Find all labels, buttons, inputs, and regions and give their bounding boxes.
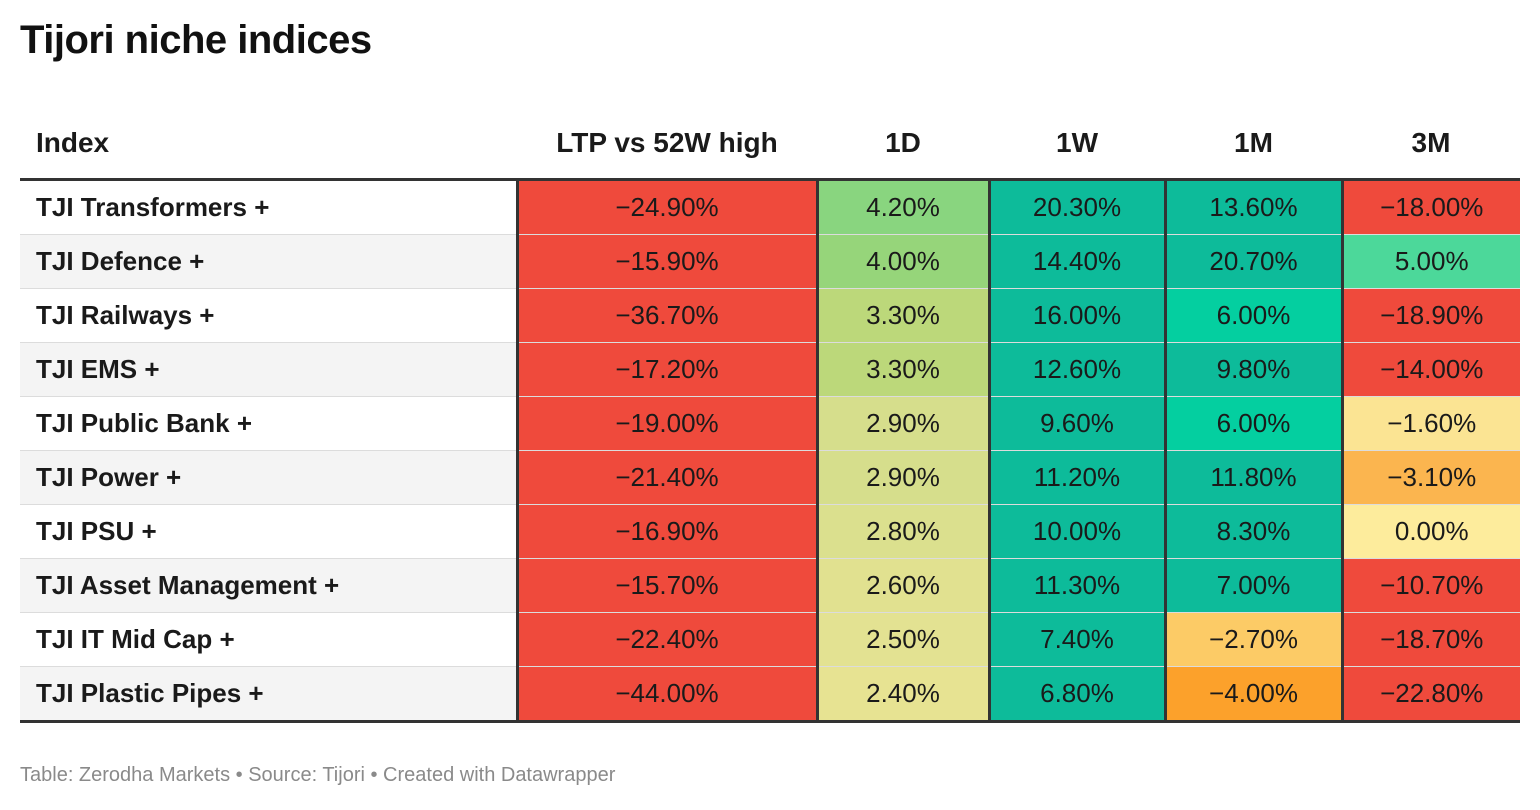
value-cell-1m: −2.70% xyxy=(1163,612,1342,667)
value-cell-1d: 4.20% xyxy=(815,179,989,235)
value-cell-1m: 13.60% xyxy=(1163,179,1342,235)
index-name-cell: TJI EMS + xyxy=(20,342,517,397)
value-cell-ltp-vs-52w-high: −16.90% xyxy=(515,504,817,559)
chart-title: Tijori niche indices xyxy=(20,18,372,62)
table-row: TJI IT Mid Cap + −22.40% 2.50% 7.40% −2.70% −… xyxy=(20,612,1520,667)
column-header-ltp-vs-52w-high[interactable]: LTP vs 52W high xyxy=(517,108,817,181)
column-header-3m[interactable]: 3M xyxy=(1342,108,1520,181)
value-cell-ltp-vs-52w-high: −24.90% xyxy=(515,179,817,235)
value-cell-3m: −3.10% xyxy=(1340,450,1520,505)
value-cell-1d: 2.60% xyxy=(815,558,989,613)
table-row: TJI EMS + −17.20% 3.30% 12.60% 9.80% −14.00% xyxy=(20,342,1520,397)
table-row: TJI PSU + −16.90% 2.80% 10.00% 8.30% 0.00% xyxy=(20,504,1520,559)
value-cell-1w: 20.30% xyxy=(987,179,1165,235)
value-cell-1d: 2.80% xyxy=(815,504,989,559)
table-row: TJI Defence + −15.90% 4.00% 14.40% 20.70% 5.0… xyxy=(20,234,1520,289)
index-name-cell: TJI Public Bank + xyxy=(20,396,517,451)
table-body: TJI Transformers + −24.90% 4.20% 20.30% 13.6… xyxy=(20,179,1520,723)
index-name-cell: TJI Asset Management + xyxy=(20,558,517,613)
table-row: TJI Asset Management + −15.70% 2.60% 11.30%… xyxy=(20,558,1520,613)
value-cell-1w: 10.00% xyxy=(987,504,1165,559)
value-cell-1w: 14.40% xyxy=(987,234,1165,289)
value-cell-3m: −14.00% xyxy=(1340,342,1520,397)
value-cell-ltp-vs-52w-high: −17.20% xyxy=(515,342,817,397)
column-header-1w[interactable]: 1W xyxy=(989,108,1165,181)
value-cell-1m: 11.80% xyxy=(1163,450,1342,505)
value-cell-3m: −1.60% xyxy=(1340,396,1520,451)
value-cell-ltp-vs-52w-high: −21.40% xyxy=(515,450,817,505)
value-cell-1d: 2.90% xyxy=(815,396,989,451)
table-row: TJI Railways + −36.70% 3.30% 16.00% 6.00% −18… xyxy=(20,288,1520,343)
footer-credits: Table: Zerodha Markets • Source: Tijori … xyxy=(20,764,616,786)
value-cell-1d: 3.30% xyxy=(815,342,989,397)
index-name-cell: TJI Railways + xyxy=(20,288,517,343)
value-cell-1d: 4.00% xyxy=(815,234,989,289)
index-name-cell: TJI PSU + xyxy=(20,504,517,559)
column-header-index[interactable]: Index xyxy=(20,108,517,181)
value-cell-3m: −18.00% xyxy=(1340,179,1520,235)
value-cell-ltp-vs-52w-high: −36.70% xyxy=(515,288,817,343)
value-cell-1d: 2.90% xyxy=(815,450,989,505)
value-cell-1m: −4.00% xyxy=(1163,666,1342,723)
value-cell-3m: −18.90% xyxy=(1340,288,1520,343)
index-name-cell: TJI Defence + xyxy=(20,234,517,289)
header-row: Index LTP vs 52W high 1D 1W 1M 3M xyxy=(20,108,1520,181)
value-cell-ltp-vs-52w-high: −22.40% xyxy=(515,612,817,667)
index-name-cell: TJI IT Mid Cap + xyxy=(20,612,517,667)
value-cell-ltp-vs-52w-high: −15.70% xyxy=(515,558,817,613)
value-cell-1m: 6.00% xyxy=(1163,396,1342,451)
value-cell-3m: 0.00% xyxy=(1340,504,1520,559)
value-cell-1w: 16.00% xyxy=(987,288,1165,343)
index-name-cell: TJI Plastic Pipes + xyxy=(20,666,517,723)
value-cell-1m: 20.70% xyxy=(1163,234,1342,289)
table-row: TJI Transformers + −24.90% 4.20% 20.30% 13.6… xyxy=(20,179,1520,235)
value-cell-1w: 9.60% xyxy=(987,396,1165,451)
table-row: TJI Power + −21.40% 2.90% 11.20% 11.80% −3.10… xyxy=(20,450,1520,505)
value-cell-1m: 9.80% xyxy=(1163,342,1342,397)
value-cell-1d: 3.30% xyxy=(815,288,989,343)
index-name-cell: TJI Transformers + xyxy=(20,179,517,235)
value-cell-ltp-vs-52w-high: −15.90% xyxy=(515,234,817,289)
index-name-cell: TJI Power + xyxy=(20,450,517,505)
value-cell-1d: 2.50% xyxy=(815,612,989,667)
column-header-1d[interactable]: 1D xyxy=(817,108,989,181)
value-cell-3m: −10.70% xyxy=(1340,558,1520,613)
value-cell-3m: −22.80% xyxy=(1340,666,1520,723)
column-header-1m[interactable]: 1M xyxy=(1165,108,1342,181)
value-cell-1w: 7.40% xyxy=(987,612,1165,667)
value-cell-1d: 2.40% xyxy=(815,666,989,723)
table-row: TJI Plastic Pipes + −44.00% 2.40% 6.80% −4.0… xyxy=(20,666,1520,723)
value-cell-1m: 8.30% xyxy=(1163,504,1342,559)
value-cell-ltp-vs-52w-high: −44.00% xyxy=(515,666,817,723)
value-cell-1w: 11.30% xyxy=(987,558,1165,613)
value-cell-1w: 12.60% xyxy=(987,342,1165,397)
value-cell-1w: 11.20% xyxy=(987,450,1165,505)
value-cell-1w: 6.80% xyxy=(987,666,1165,723)
table-row: TJI Public Bank + −19.00% 2.90% 9.60% 6.00% −… xyxy=(20,396,1520,451)
indices-table: Index LTP vs 52W high 1D 1W 1M 3M TJI Tr… xyxy=(20,108,1520,723)
value-cell-3m: 5.00% xyxy=(1340,234,1520,289)
value-cell-1m: 7.00% xyxy=(1163,558,1342,613)
value-cell-ltp-vs-52w-high: −19.00% xyxy=(515,396,817,451)
value-cell-3m: −18.70% xyxy=(1340,612,1520,667)
value-cell-1m: 6.00% xyxy=(1163,288,1342,343)
